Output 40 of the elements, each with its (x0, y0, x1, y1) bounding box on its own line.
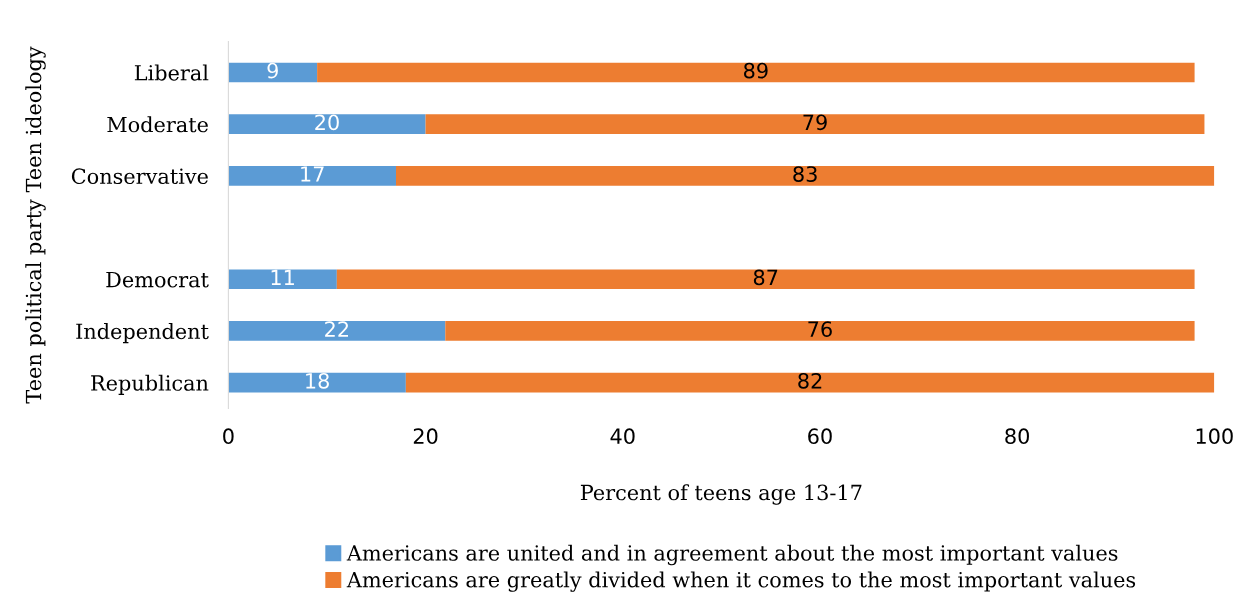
bar (395, 166, 1215, 186)
legend-label: Americans are greatly divided when it comes to the most important values (346, 571, 1136, 592)
bar (445, 321, 1195, 341)
data-label: 11 (271, 269, 294, 285)
bar (228, 62, 318, 83)
data-label: 18 (306, 372, 329, 389)
data-label: 9 (267, 62, 278, 79)
data-label: 87 (753, 269, 778, 286)
data-label: 22 (325, 321, 348, 337)
data-label: 82 (798, 372, 822, 389)
x-tick-label: 60 (808, 428, 832, 445)
y-tick-label: Liberal (134, 64, 209, 81)
data-label: 79 (803, 114, 827, 131)
bar (425, 114, 1205, 134)
x-tick-label: 100 (1196, 428, 1233, 445)
bar (228, 269, 337, 290)
y-tick-label: Independent (76, 323, 209, 344)
legend-label: Americans are united and in agreement about the most important values (346, 544, 1118, 566)
data-label: 76 (808, 321, 832, 337)
data-label: 20 (315, 114, 339, 131)
x-tick-label: 20 (413, 428, 438, 445)
bar (228, 114, 426, 134)
y-tick-label: Moderate (107, 116, 208, 133)
data-label: 83 (793, 166, 817, 182)
bar (228, 166, 396, 186)
data-label: 17 (301, 166, 324, 182)
x-tick-label: 80 (1005, 428, 1029, 445)
x-tick-label: 40 (610, 428, 635, 445)
y-tick-label: Republican (91, 374, 209, 395)
bar (228, 321, 446, 341)
x-axis-title: Percent of teens age 13-17 (580, 484, 862, 505)
bar (336, 269, 1195, 290)
bar (317, 62, 1195, 83)
bar (405, 372, 1215, 393)
bar (228, 372, 406, 393)
data-label: 89 (744, 62, 768, 79)
y-tick-label: Democrat (106, 271, 209, 288)
y-axis-title: Teen political party Teen ideology (25, 46, 46, 404)
x-tick-label: 0 (223, 428, 234, 445)
y-tick-label: Conservative (71, 168, 208, 185)
